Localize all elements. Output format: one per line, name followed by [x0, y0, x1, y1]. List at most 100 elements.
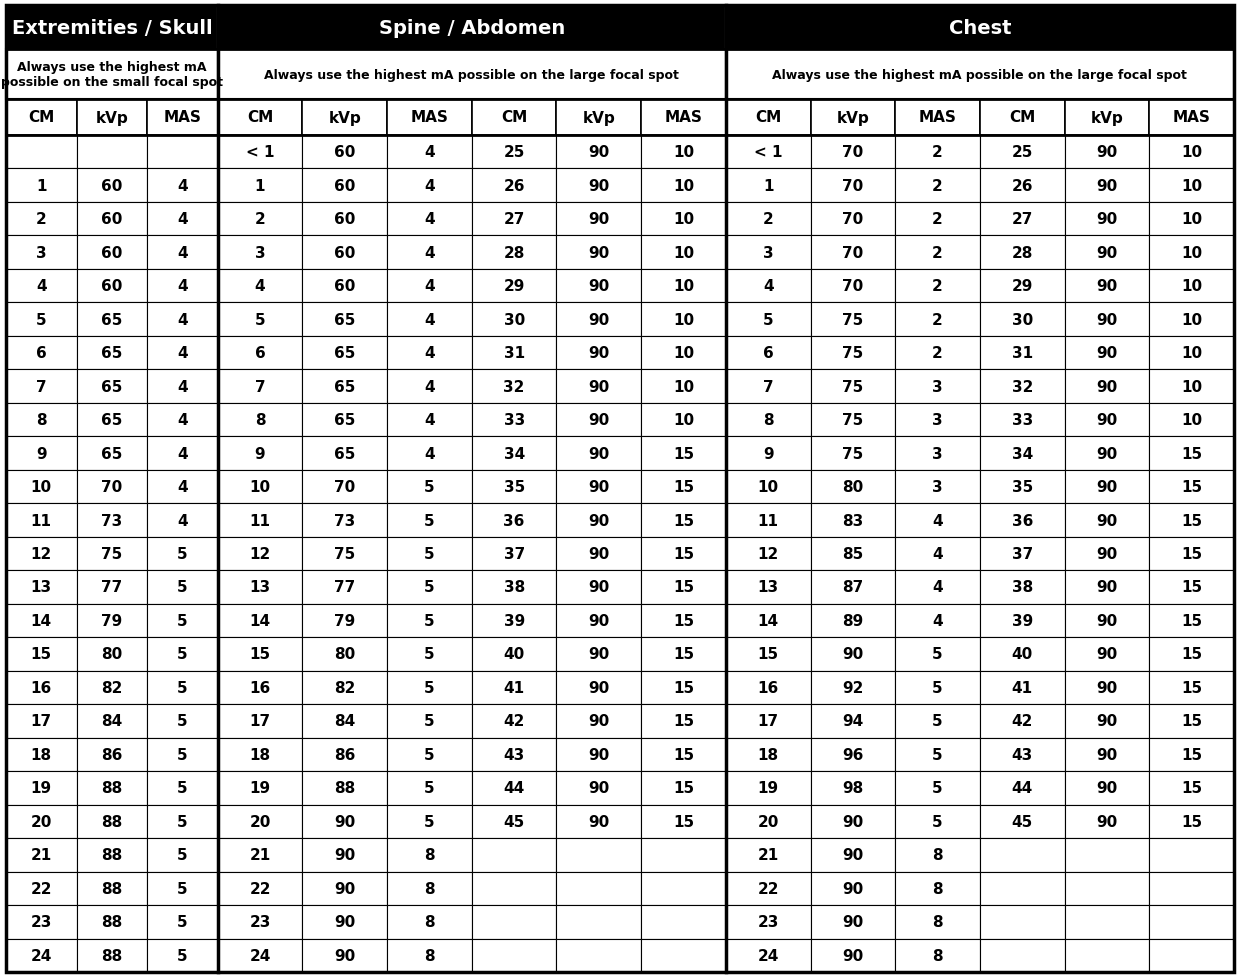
Bar — [387, 704, 471, 737]
Text: 60: 60 — [102, 245, 123, 260]
Text: Always use the highest mA possible on the large focal spot: Always use the highest mA possible on th… — [264, 68, 680, 81]
Text: 3: 3 — [932, 479, 942, 495]
Bar — [980, 237, 1065, 270]
Text: 7: 7 — [36, 379, 47, 394]
Bar — [641, 638, 725, 671]
Bar — [641, 939, 725, 972]
Text: 65: 65 — [334, 312, 356, 328]
Bar — [6, 202, 77, 237]
Bar — [1065, 270, 1149, 303]
Text: 88: 88 — [102, 780, 123, 795]
Bar — [811, 100, 895, 136]
Bar — [1149, 100, 1234, 136]
Bar — [980, 737, 1065, 772]
Bar — [471, 805, 557, 838]
Bar — [148, 537, 218, 570]
Text: 15: 15 — [1180, 446, 1203, 461]
Bar — [725, 570, 811, 604]
Bar — [725, 737, 811, 772]
Bar — [895, 336, 980, 370]
Text: 21: 21 — [249, 848, 270, 863]
Bar — [557, 370, 641, 404]
Text: 23: 23 — [31, 914, 52, 929]
Text: CM: CM — [1009, 111, 1035, 125]
Text: 84: 84 — [102, 714, 123, 729]
Bar — [148, 404, 218, 437]
Bar — [218, 838, 303, 871]
Text: 10: 10 — [31, 479, 52, 495]
Text: 26: 26 — [1012, 179, 1033, 194]
Bar — [1149, 169, 1234, 202]
Text: 75: 75 — [842, 446, 863, 461]
Bar — [811, 939, 895, 972]
Text: 36: 36 — [1012, 513, 1033, 528]
Text: 5: 5 — [177, 646, 187, 662]
Text: 10: 10 — [249, 479, 270, 495]
Bar — [811, 772, 895, 805]
Text: 43: 43 — [503, 747, 525, 762]
Text: 90: 90 — [842, 948, 863, 962]
Text: 90: 90 — [1096, 413, 1117, 427]
Text: 20: 20 — [31, 814, 52, 829]
Bar — [471, 704, 557, 737]
Bar — [725, 638, 811, 671]
Text: 16: 16 — [31, 681, 52, 695]
Text: 90: 90 — [1096, 312, 1117, 328]
Bar — [1065, 336, 1149, 370]
Text: 17: 17 — [249, 714, 270, 729]
Bar — [218, 704, 303, 737]
Text: 4: 4 — [177, 513, 187, 528]
Bar — [77, 805, 148, 838]
Text: 90: 90 — [1096, 379, 1117, 394]
Text: 10: 10 — [1180, 413, 1203, 427]
Text: 5: 5 — [424, 814, 435, 829]
Text: 4: 4 — [424, 279, 435, 293]
Text: 90: 90 — [334, 881, 356, 896]
Bar — [980, 303, 1065, 336]
Bar — [6, 638, 77, 671]
Text: 4: 4 — [177, 312, 187, 328]
Bar — [1149, 470, 1234, 504]
Text: 4: 4 — [424, 379, 435, 394]
Text: 25: 25 — [503, 145, 525, 160]
Bar — [77, 570, 148, 604]
Text: 10: 10 — [1180, 379, 1203, 394]
Bar — [895, 737, 980, 772]
Text: 5: 5 — [177, 881, 187, 896]
Bar — [641, 704, 725, 737]
Text: 85: 85 — [842, 547, 863, 561]
Bar — [6, 100, 77, 136]
Text: 24: 24 — [31, 948, 52, 962]
Text: 2: 2 — [932, 279, 942, 293]
Bar — [6, 303, 77, 336]
Bar — [557, 570, 641, 604]
Text: 90: 90 — [588, 212, 609, 227]
Bar — [1065, 237, 1149, 270]
Text: MAS: MAS — [1173, 111, 1210, 125]
Text: 4: 4 — [424, 413, 435, 427]
Text: 15: 15 — [673, 780, 694, 795]
Bar — [980, 270, 1065, 303]
Bar — [387, 638, 471, 671]
Bar — [387, 805, 471, 838]
Bar — [725, 905, 811, 939]
Text: 10: 10 — [673, 279, 694, 293]
Text: CM: CM — [29, 111, 55, 125]
Bar — [557, 737, 641, 772]
Text: 15: 15 — [673, 513, 694, 528]
Text: 29: 29 — [503, 279, 525, 293]
Bar — [1149, 136, 1234, 169]
Bar — [148, 805, 218, 838]
Bar — [6, 537, 77, 570]
Bar — [471, 136, 557, 169]
Bar — [895, 504, 980, 537]
Bar — [641, 437, 725, 470]
Text: 15: 15 — [673, 646, 694, 662]
Text: 82: 82 — [334, 681, 356, 695]
Text: 80: 80 — [334, 646, 356, 662]
Bar — [6, 704, 77, 737]
Text: 10: 10 — [673, 212, 694, 227]
Bar — [725, 504, 811, 537]
Bar — [148, 838, 218, 871]
Text: 70: 70 — [842, 179, 863, 194]
